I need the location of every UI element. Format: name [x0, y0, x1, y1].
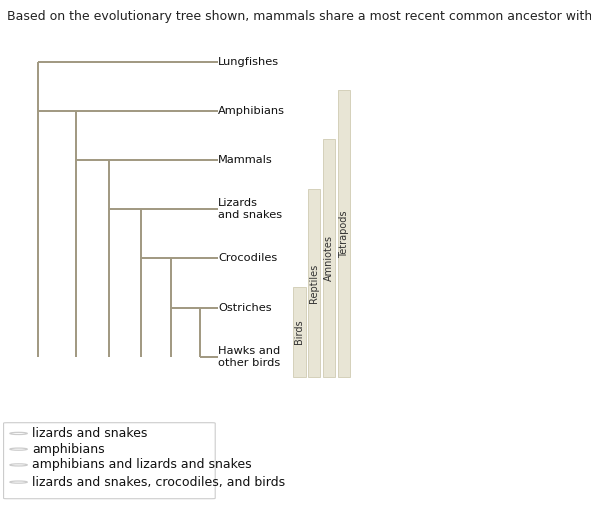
Text: Hawks and
other birds: Hawks and other birds: [218, 346, 280, 368]
Text: lizards and snakes: lizards and snakes: [33, 427, 148, 440]
Text: amphibians and lizards and snakes: amphibians and lizards and snakes: [33, 458, 252, 472]
Text: Amniotes: Amniotes: [324, 235, 334, 281]
Text: Mammals: Mammals: [218, 155, 272, 165]
Text: Ostriches: Ostriches: [218, 303, 272, 313]
Bar: [337, 90, 350, 377]
Text: Crocodiles: Crocodiles: [218, 254, 277, 264]
Bar: [307, 189, 320, 377]
Text: amphibians: amphibians: [33, 443, 105, 456]
Text: lizards and snakes, crocodiles, and birds: lizards and snakes, crocodiles, and bird…: [33, 476, 285, 489]
Text: Lungfishes: Lungfishes: [218, 57, 279, 67]
Text: Tetrapods: Tetrapods: [339, 210, 349, 258]
Bar: [293, 287, 306, 377]
Bar: [323, 139, 335, 377]
Text: Lizards
and snakes: Lizards and snakes: [218, 198, 282, 220]
Text: Reptiles: Reptiles: [309, 263, 319, 303]
FancyBboxPatch shape: [4, 423, 215, 499]
Text: Based on the evolutionary tree shown, mammals share a most recent common ancesto: Based on the evolutionary tree shown, ma…: [7, 10, 591, 23]
Text: Amphibians: Amphibians: [218, 106, 285, 116]
Text: Birds: Birds: [294, 320, 304, 344]
